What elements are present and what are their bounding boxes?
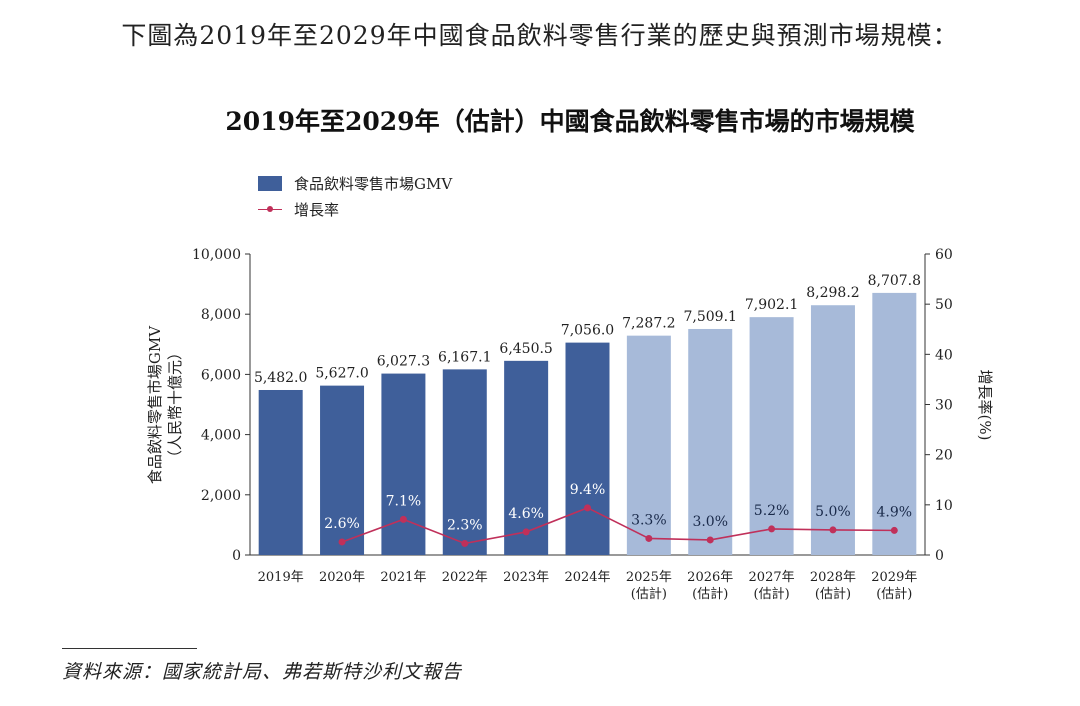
y2-tick-label: 20 — [935, 448, 953, 464]
bar-value-label: 5,482.0 — [254, 370, 307, 386]
bar-value-label: 6,027.3 — [377, 354, 430, 370]
x-tick-note: (估計) — [815, 586, 851, 602]
growth-point — [461, 539, 469, 547]
y-tick-label: 8,000 — [201, 307, 241, 323]
growth-point — [645, 534, 653, 542]
bar-value-label: 6,450.5 — [499, 341, 552, 357]
bar-value-label: 8,298.2 — [806, 285, 859, 301]
y-tick-label: 10,000 — [192, 247, 241, 263]
bar-value-label: 5,627.0 — [315, 366, 368, 382]
x-tick-note: (估計) — [754, 586, 790, 602]
x-tick-label: 2028年 — [810, 570, 856, 585]
bar-value-label: 6,167.1 — [438, 349, 491, 365]
legend-label-growth: 增長率 — [294, 200, 340, 219]
bar — [688, 328, 733, 555]
x-tick-label: 2027年 — [749, 570, 795, 585]
footnote-source: 資料來源：國家統計局、弗若斯特沙利文報告 — [62, 661, 463, 683]
legend-item-gmv: 食品飲料零售市場GMV — [258, 170, 452, 196]
legend-label-gmv: 食品飲料零售市場GMV — [294, 174, 453, 193]
growth-point — [706, 536, 714, 544]
bar-value-label: 7,287.2 — [622, 316, 675, 332]
bar-value-label: 7,509.1 — [684, 309, 737, 325]
legend-swatch-gmv — [258, 175, 282, 191]
y-tick-label: 6,000 — [201, 367, 241, 383]
bar-value-label: 8,707.8 — [868, 273, 921, 289]
y2-tick-label: 40 — [935, 347, 953, 363]
growth-point — [829, 526, 837, 534]
x-tick-label: 2019年 — [258, 570, 304, 585]
bar-value-label: 7,056.0 — [561, 323, 614, 339]
growth-value-label: 5.0% — [815, 504, 851, 520]
growth-value-label: 2.6% — [324, 516, 360, 532]
x-tick-label: 2022年 — [442, 570, 488, 585]
growth-point — [522, 528, 530, 536]
y2-tick-label: 0 — [935, 548, 944, 564]
growth-value-label: 2.3% — [447, 517, 483, 533]
growth-value-label: 9.4% — [570, 482, 606, 498]
y-tick-label: 0 — [232, 548, 241, 564]
y-tick-label: 4,000 — [201, 428, 241, 444]
y2-tick-label: 50 — [935, 297, 953, 313]
y2-tick-label: 60 — [935, 247, 953, 263]
x-tick-note: (估計) — [631, 586, 667, 602]
y2-tick-label: 10 — [935, 498, 953, 514]
x-tick-label: 2029年 — [871, 570, 917, 585]
legend-item-growth: 增長率 — [258, 196, 452, 222]
x-tick-label: 2023年 — [503, 570, 549, 585]
growth-point — [584, 504, 591, 512]
y-axis-title: 食品飲料零售市場GMV — [146, 325, 164, 484]
bar — [320, 385, 365, 555]
y-tick-label: 2,000 — [201, 488, 241, 504]
legend-marker-growth — [258, 202, 282, 217]
bar — [504, 360, 549, 555]
x-tick-label: 2020年 — [319, 570, 365, 585]
growth-value-label: 4.6% — [508, 506, 544, 522]
x-tick-label: 2025年 — [626, 570, 672, 585]
x-tick-note: (估計) — [876, 586, 912, 602]
intro-text: 下圖為2019年至2029年中國食品飲料零售行業的歷史與預測市場規模： — [121, 21, 959, 50]
x-tick-note: (估計) — [692, 586, 728, 602]
bar — [810, 305, 855, 555]
bar — [749, 317, 794, 555]
growth-value-label: 7.1% — [386, 493, 422, 509]
legend: 食品飲料零售市場GMV 增長率 — [258, 170, 452, 222]
bar — [258, 389, 303, 555]
bar — [381, 373, 426, 555]
growth-value-label: 3.0% — [692, 514, 728, 530]
growth-value-label: 4.9% — [877, 504, 913, 520]
bar — [626, 335, 671, 555]
growth-point — [399, 515, 407, 523]
bar — [442, 369, 487, 555]
growth-line — [341, 506, 895, 545]
growth-point — [768, 525, 776, 533]
x-tick-label: 2026年 — [687, 570, 733, 585]
footnote-rule — [62, 648, 197, 649]
growth-point — [338, 538, 346, 546]
x-tick-label: 2024年 — [564, 570, 610, 585]
growth-value-label: 3.3% — [631, 512, 667, 528]
bar — [872, 292, 917, 555]
y2-axis-title: 增長率(%) — [976, 370, 994, 441]
chart-title: 2019年至2029年（估計）中國食品飲料零售市場的市場規模 — [225, 107, 915, 136]
growth-value-label: 5.2% — [754, 503, 790, 519]
bar — [565, 342, 610, 555]
y-axis-unit: （人民幣十億元） — [166, 345, 184, 465]
y2-tick-label: 30 — [935, 398, 953, 414]
growth-point — [890, 526, 898, 534]
bar-value-label: 7,902.1 — [745, 297, 798, 313]
x-tick-label: 2021年 — [380, 570, 426, 585]
